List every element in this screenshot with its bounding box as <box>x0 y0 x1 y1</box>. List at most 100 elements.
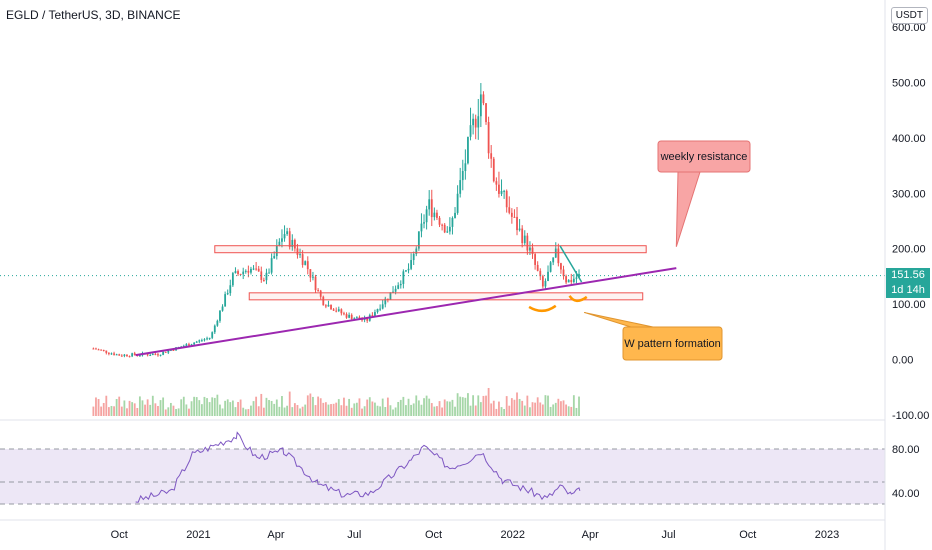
candle-body <box>518 228 521 231</box>
time-tick-label: Apr <box>267 529 284 541</box>
volume-bar <box>417 400 420 416</box>
candle-body <box>376 309 379 313</box>
volume-bar <box>410 404 413 416</box>
volume-bar <box>283 407 286 416</box>
volume-bar <box>562 400 565 416</box>
volume-bar <box>482 395 485 416</box>
volume-bar <box>531 402 534 416</box>
candle-body <box>131 353 134 357</box>
volume-bar <box>151 395 154 416</box>
candle-body <box>219 310 221 321</box>
candle-body <box>312 276 314 278</box>
candle-body <box>345 314 348 318</box>
volume-bar <box>363 406 366 416</box>
currency-button[interactable]: USDT <box>890 7 928 24</box>
volume-bar <box>526 395 529 416</box>
candle-body <box>410 260 413 269</box>
time-tick-label: 2022 <box>500 529 524 541</box>
w-pattern-text: W pattern formation <box>624 338 721 350</box>
volume-bar <box>479 402 482 416</box>
weekly-resistance-note <box>657 140 751 173</box>
volume-bar <box>149 404 152 416</box>
chart-title: EGLD / TetherUS, 3D, BINANCE <box>6 8 181 22</box>
volume-bar <box>319 398 322 416</box>
candle-body <box>428 199 431 210</box>
volume-bar <box>415 395 418 416</box>
candle-body <box>100 349 103 351</box>
price-tick-label: 400.00 <box>892 133 926 145</box>
candle-body <box>412 254 415 261</box>
price-tick-label: 500.00 <box>892 77 926 89</box>
volume-bar <box>265 397 268 416</box>
candle-body <box>92 348 95 350</box>
candle-body <box>286 231 289 235</box>
candle-body <box>293 239 296 249</box>
time-tick-label: Jul <box>347 529 361 541</box>
volume-bar <box>381 398 384 416</box>
candle-body <box>516 216 518 231</box>
volume-bar <box>200 404 203 416</box>
volume-bar <box>270 400 273 416</box>
volume-bar <box>322 402 325 416</box>
candle-body <box>430 199 433 218</box>
volume-bar <box>330 404 332 416</box>
volume-bar <box>557 398 560 416</box>
volume-bar <box>547 395 549 416</box>
volume-bar <box>492 400 495 416</box>
w-pattern-note <box>622 326 723 361</box>
volume-bar <box>306 395 309 416</box>
candle-body <box>503 190 506 192</box>
candle-body <box>379 308 382 310</box>
candle-body <box>198 340 201 342</box>
w-pattern-arc-right <box>568 295 588 303</box>
candle-body <box>536 264 539 271</box>
price-tick-label: 600.00 <box>892 22 926 34</box>
candle-body <box>265 272 268 281</box>
candle-body <box>464 163 467 172</box>
volume-bar <box>281 396 283 416</box>
candle-body <box>304 261 307 265</box>
volume-bar <box>221 408 224 416</box>
volume-bar <box>185 404 188 416</box>
volume-bar <box>355 402 358 416</box>
candle-body <box>128 356 131 358</box>
volume-bar <box>138 396 141 416</box>
volume-bar <box>92 406 95 416</box>
candle-body <box>355 317 358 319</box>
candle-body <box>521 228 524 244</box>
candle-body <box>211 332 214 338</box>
volume-bar <box>175 409 177 416</box>
volume-bar <box>133 403 136 416</box>
volume-bar <box>366 399 369 416</box>
candle-body <box>324 305 327 307</box>
price-tick-label: 100.00 <box>892 299 926 311</box>
volume-bar <box>324 402 327 416</box>
volume-bar <box>239 399 242 416</box>
candle-body <box>314 276 317 291</box>
time-tick-label: Oct <box>425 529 442 541</box>
volume-bar <box>273 403 276 416</box>
candle-body <box>510 212 513 217</box>
candle-body <box>549 262 552 272</box>
volume-bar <box>299 408 301 416</box>
volume-bar <box>456 393 459 416</box>
volume-bar <box>469 405 472 416</box>
volume-bar <box>448 401 451 416</box>
candle-body <box>337 309 340 312</box>
rsi-pane: 80.00 40.00 <box>0 431 920 505</box>
candle-body <box>441 224 444 226</box>
volume-bar <box>190 401 193 416</box>
candle-body <box>371 315 374 317</box>
candle-body <box>454 212 456 218</box>
volume-bar <box>572 395 575 416</box>
volume-bar <box>554 402 557 416</box>
candle-body <box>95 348 97 350</box>
volume-bars <box>92 387 580 416</box>
bar-countdown-tag: 1d 14h <box>886 283 930 298</box>
candle-body <box>301 254 304 265</box>
candle-body <box>343 313 345 315</box>
candle-body <box>482 94 485 104</box>
volume-bar <box>257 406 260 416</box>
volume-bar <box>244 409 247 416</box>
candle-body <box>498 184 500 194</box>
